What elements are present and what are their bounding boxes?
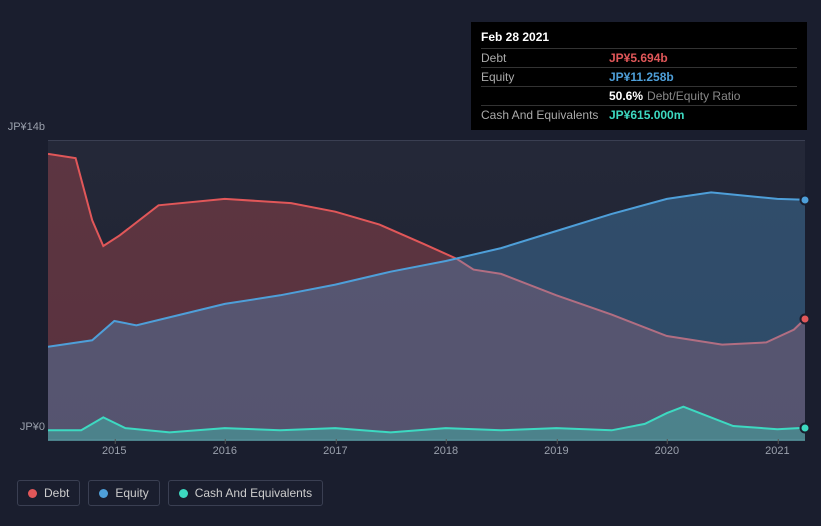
- x-axis: 2015 2016 2017 2018 2019 2020 2021: [48, 445, 805, 465]
- legend-label: Cash And Equivalents: [195, 486, 312, 500]
- tooltip-label: Cash And Equivalents: [481, 108, 609, 122]
- legend-item-equity[interactable]: Equity: [88, 480, 159, 506]
- y-axis-min: JP¥0: [0, 421, 45, 433]
- tooltip-row: Cash And EquivalentsJP¥615.000m: [481, 106, 797, 124]
- legend-item-cash-and-equivalents[interactable]: Cash And Equivalents: [168, 480, 323, 506]
- tooltip-row: EquityJP¥11.258b: [481, 68, 797, 87]
- legend-dot-icon: [179, 489, 188, 498]
- end-marker-cash-and-equivalents: [800, 422, 811, 433]
- tooltip-value: JP¥615.000m: [609, 108, 684, 122]
- y-axis-max: JP¥14b: [0, 121, 45, 133]
- tooltip-row: DebtJP¥5.694b: [481, 49, 797, 68]
- x-tick: 2016: [213, 445, 237, 457]
- tooltip-label: [481, 89, 609, 103]
- tooltip: Feb 28 2021 DebtJP¥5.694bEquityJP¥11.258…: [471, 22, 807, 130]
- x-tick: 2019: [544, 445, 568, 457]
- tooltip-label: Equity: [481, 70, 609, 84]
- x-tick: 2015: [102, 445, 126, 457]
- tooltip-label: Debt: [481, 51, 609, 65]
- tooltip-suffix: Debt/Equity Ratio: [647, 89, 740, 103]
- legend-label: Equity: [115, 486, 148, 500]
- end-marker-equity: [800, 194, 811, 205]
- legend-label: Debt: [44, 486, 69, 500]
- tooltip-date: Feb 28 2021: [481, 28, 797, 49]
- chart-plot[interactable]: [48, 140, 805, 440]
- legend-dot-icon: [28, 489, 37, 498]
- x-tick: 2017: [323, 445, 347, 457]
- tooltip-value: JP¥11.258b: [609, 70, 674, 84]
- x-tick: 2018: [434, 445, 458, 457]
- legend-item-debt[interactable]: Debt: [17, 480, 80, 506]
- tooltip-value: 50.6%: [609, 89, 643, 103]
- x-tick: 2020: [655, 445, 679, 457]
- legend: Debt Equity Cash And Equivalents: [17, 480, 323, 506]
- tooltip-value: JP¥5.694b: [609, 51, 668, 65]
- x-tick: 2021: [765, 445, 789, 457]
- end-marker-debt: [800, 313, 811, 324]
- legend-dot-icon: [99, 489, 108, 498]
- tooltip-row: 50.6% Debt/Equity Ratio: [481, 87, 797, 106]
